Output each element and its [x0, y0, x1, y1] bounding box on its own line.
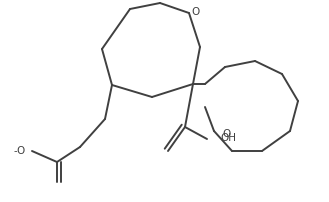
Text: -O: -O [14, 145, 26, 155]
Text: O: O [222, 128, 230, 138]
Text: OH: OH [220, 132, 236, 142]
Text: O: O [191, 7, 199, 17]
